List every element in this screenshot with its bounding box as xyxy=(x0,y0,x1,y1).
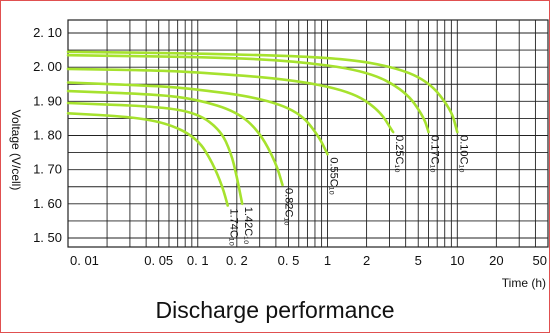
curve-label-0.25C: 0.25C₁₀ xyxy=(393,135,405,173)
x-tick-label: 10 xyxy=(450,253,464,268)
curve-label-1.42C: 1.42C₁₀ xyxy=(242,207,254,245)
x-axis-title: Time (h) xyxy=(502,276,546,290)
x-tick-label: 2 xyxy=(363,253,370,268)
x-tick-label: 0. 5 xyxy=(278,253,300,268)
curve-label-1.74C: 1.74C₁₀ xyxy=(228,208,240,246)
x-tick-label: 0. 05 xyxy=(144,253,173,268)
y-tick-label: 1. 70 xyxy=(33,162,62,177)
x-tick-label: 5 xyxy=(415,253,422,268)
x-tick-label: 20 xyxy=(489,253,503,268)
curve-label-0.17C: 0.17C₁₀ xyxy=(429,135,441,173)
x-tick-label: 50 xyxy=(533,253,547,268)
y-tick-label: 1. 60 xyxy=(33,196,62,211)
y-tick-label: 1. 80 xyxy=(33,128,62,143)
x-tick-label: 1 xyxy=(324,253,331,268)
discharge-curve-0.17C xyxy=(66,53,430,134)
x-tick-label: 0. 01 xyxy=(70,253,99,268)
y-axis-title: Voltage (V/cell) xyxy=(9,110,23,191)
curve-label-0.10C: 0.10C₁₀ xyxy=(457,135,469,173)
discharge-curve-0.55C xyxy=(66,81,329,156)
y-tick-label: 1. 50 xyxy=(33,230,62,245)
curve-label-0.55C: 0.55C₁₀ xyxy=(328,157,340,195)
discharge-curve-1.42C xyxy=(66,101,244,206)
x-tick-label: 0. 2 xyxy=(226,253,248,268)
chart-caption: Discharge performance xyxy=(155,297,395,323)
curve-label-0.82C: 0.82C₁₀ xyxy=(282,188,294,226)
discharge-curve-1.74C xyxy=(66,112,229,207)
discharge-curve-0.82C xyxy=(66,89,284,187)
y-tick-label: 2. 00 xyxy=(33,59,62,74)
plot-area xyxy=(67,19,549,248)
discharge-curve-0.10C xyxy=(66,50,459,134)
x-tick-label: 0. 1 xyxy=(187,253,209,268)
y-tick-label: 1. 90 xyxy=(33,93,62,108)
discharge-curve-0.25C xyxy=(66,67,395,134)
y-tick-label: 2. 10 xyxy=(33,25,62,40)
